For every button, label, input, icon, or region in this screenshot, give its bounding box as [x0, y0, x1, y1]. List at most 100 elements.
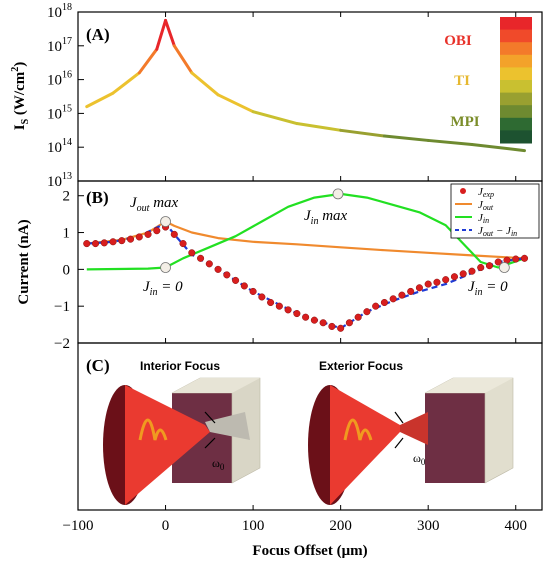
jexp-point [442, 276, 450, 284]
panel-a-ytick-label: 1013 [47, 171, 72, 190]
jexp-point [468, 267, 476, 275]
jexp-point [135, 233, 143, 241]
jexp-point [494, 258, 502, 266]
regime-label-mpi: MPI [450, 114, 479, 130]
intensity-curve-segment [426, 138, 474, 146]
interior-waist-arrow-top [204, 411, 216, 424]
colorbar-segment [500, 105, 532, 119]
regime-colorbar [500, 17, 532, 144]
intensity-curve-segment [470, 142, 526, 153]
jexp-point [91, 240, 100, 248]
highlight-point [160, 262, 171, 273]
jexp-point [310, 316, 318, 324]
series-line-jin [86, 192, 525, 271]
interior-beam-cone [125, 385, 210, 505]
interior-waist-label: ω0 [212, 456, 225, 472]
exterior-focus-label: Exterior Focus [319, 359, 403, 373]
panel-a-ytick-label: 1016 [47, 70, 72, 89]
panel-a-ytick-label: 1018 [47, 2, 72, 21]
jexp-point [424, 280, 432, 288]
jexp-point [249, 287, 257, 296]
exterior-waist-label: ω0 [413, 451, 426, 467]
intensity-curve-segment [172, 44, 194, 75]
exterior-pulse-shape [343, 418, 373, 441]
colorbar-segment [500, 42, 532, 56]
x-axis-title: Focus Offset (μm) [252, 543, 367, 559]
jexp-point [100, 239, 108, 247]
jexp-point [109, 238, 117, 246]
panel-b-label: (B) [86, 188, 109, 207]
jexp-point [258, 293, 266, 301]
annotation-jin-zero-left: Jin = 0 [143, 279, 183, 298]
annotation-jin-zero-right: Jin = 0 [468, 279, 508, 298]
colorbar-segment [500, 54, 532, 68]
x-tick-label: 300 [417, 518, 440, 534]
legend-label-jin: Jin [478, 212, 489, 225]
x-axis-ticks: −100 0 100 200 300 400 [63, 12, 527, 534]
intensity-curve-segment [339, 128, 386, 138]
jexp-point [170, 230, 178, 238]
jexp-point [345, 319, 353, 327]
jexp-point [415, 284, 423, 292]
regime-label-ti: TI [454, 73, 470, 89]
legend-label-jdiff: Jout − Jin [478, 225, 517, 238]
jexp-point [293, 309, 301, 318]
highlight-point [332, 188, 344, 200]
legend-marker-jexp [460, 188, 466, 194]
jexp-point [118, 237, 126, 245]
panel-b-ytick-label: 1 [63, 226, 71, 242]
jexp-point [450, 273, 459, 281]
panel-a-ytick-label: 1015 [47, 103, 72, 122]
intensity-curve-segment [190, 71, 220, 97]
exterior-beam-expanding [400, 412, 428, 445]
panel-c-label: (C) [86, 356, 110, 375]
panel-a-intensity-curve [85, 18, 526, 153]
intensity-curve-segment [155, 18, 168, 51]
intensity-curve-segment [164, 18, 176, 48]
x-tick-label: 100 [242, 518, 265, 534]
intensity-curve-segment [137, 47, 159, 75]
x-tick-label: 0 [162, 518, 170, 534]
jexp-point [512, 255, 520, 263]
jexp-point [126, 235, 135, 243]
panel-b-ylabel: Current (nA) [16, 219, 32, 304]
panel-a-ylabel: IS (W/cm2) [10, 62, 31, 130]
annotation-jout-max: Jout max [130, 195, 179, 214]
legend-label-jexp: Jexp [478, 186, 494, 199]
jexp-point [372, 302, 380, 310]
intensity-curve-segment [295, 122, 343, 132]
jexp-point [337, 324, 345, 332]
interior-beam-waist [205, 412, 250, 440]
exterior-focus-diagram: ω0 [308, 377, 514, 505]
jexp-point [520, 254, 529, 262]
jexp-point [214, 265, 222, 273]
jexp-point [144, 230, 152, 238]
jexp-point [319, 319, 327, 327]
jexp-point [354, 313, 362, 321]
exterior-cube-top [425, 378, 513, 393]
intensity-curve-segment [111, 71, 141, 95]
panel-b-ytick-label: −2 [54, 336, 70, 352]
colorbar-segment [500, 67, 532, 81]
interior-focus-diagram: ω0 [103, 377, 261, 505]
panel-a-yticks: 1013 1014 1015 1016 1017 1018 [47, 2, 84, 190]
exterior-beam-cone [330, 385, 400, 505]
colorbar-segment [500, 80, 532, 94]
jexp-point [240, 282, 248, 290]
x-tick-label: −100 [63, 518, 94, 534]
jexp-point [188, 249, 196, 257]
jexp-point [284, 306, 292, 314]
highlight-point [498, 262, 510, 273]
jexp-point [398, 291, 406, 299]
panel-b-ytick-label: 2 [63, 189, 71, 205]
intensity-curve-segment [85, 91, 115, 109]
jexp-point [275, 302, 283, 310]
x-tick-label: 200 [329, 518, 352, 534]
intensity-curve-segment [251, 110, 299, 126]
jexp-point [153, 227, 161, 235]
jexp-point [205, 260, 213, 268]
jexp-point [433, 278, 441, 286]
intensity-curve-segment [382, 134, 430, 142]
exterior-waist-arrow-top [394, 411, 404, 424]
colorbar-segment [500, 117, 532, 131]
